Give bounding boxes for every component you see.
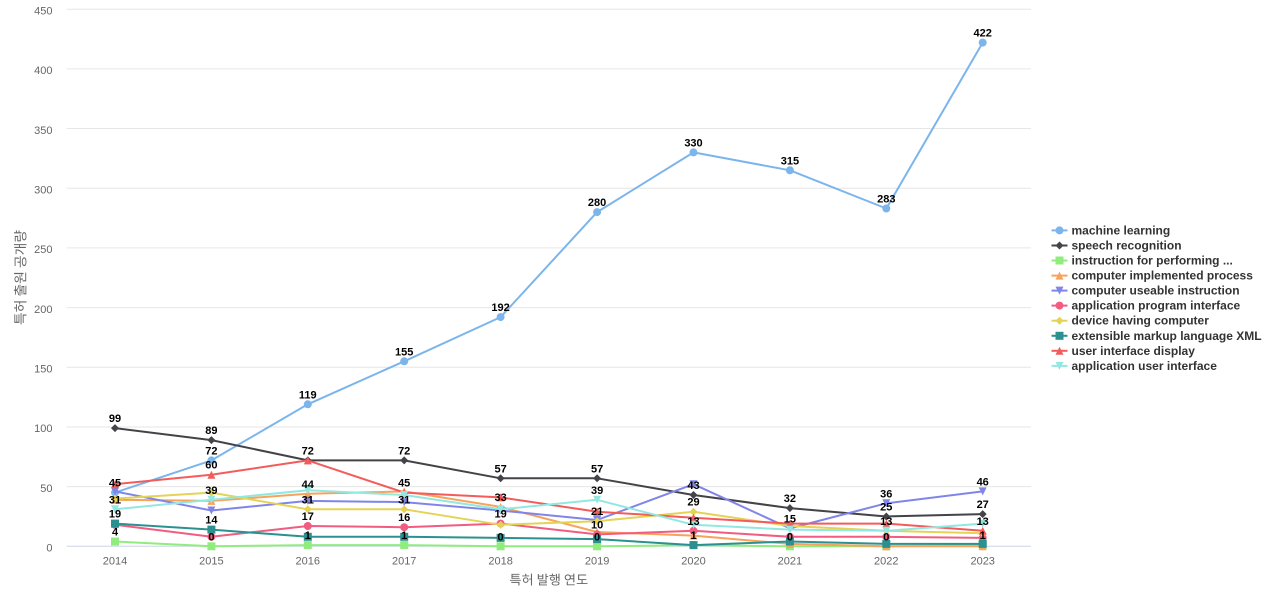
svg-text:machine learning: machine learning	[1072, 223, 1171, 237]
svg-text:13: 13	[977, 516, 989, 528]
svg-text:13: 13	[687, 516, 699, 528]
svg-text:400: 400	[34, 65, 52, 77]
svg-text:application user interface: application user interface	[1072, 359, 1218, 373]
svg-text:0: 0	[46, 543, 52, 555]
svg-text:72: 72	[205, 445, 217, 457]
svg-text:155: 155	[395, 346, 413, 358]
svg-text:44: 44	[302, 479, 315, 491]
svg-text:36: 36	[880, 488, 892, 500]
svg-text:57: 57	[494, 463, 506, 475]
svg-text:16: 16	[398, 512, 410, 524]
svg-text:315: 315	[781, 155, 799, 167]
svg-text:2019: 2019	[585, 556, 609, 568]
svg-text:422: 422	[974, 28, 992, 40]
svg-text:0: 0	[883, 531, 889, 543]
svg-text:1: 1	[305, 530, 311, 542]
svg-text:200: 200	[34, 304, 52, 316]
svg-text:31: 31	[398, 494, 410, 506]
svg-text:350: 350	[34, 125, 52, 137]
svg-text:17: 17	[302, 511, 314, 523]
svg-text:250: 250	[34, 244, 52, 256]
svg-text:60: 60	[205, 460, 217, 472]
svg-text:119: 119	[299, 389, 317, 401]
svg-text:user interface display: user interface display	[1072, 344, 1196, 358]
svg-text:100: 100	[34, 423, 52, 435]
svg-text:280: 280	[588, 197, 606, 209]
svg-text:1: 1	[980, 530, 986, 542]
svg-text:300: 300	[34, 185, 52, 197]
svg-text:72: 72	[398, 445, 410, 457]
svg-text:2014: 2014	[103, 556, 127, 568]
svg-text:330: 330	[684, 137, 702, 149]
svg-text:15: 15	[784, 513, 796, 525]
svg-text:application program interface: application program interface	[1072, 299, 1241, 313]
svg-text:45: 45	[398, 478, 410, 490]
svg-text:50: 50	[40, 483, 52, 495]
svg-text:2016: 2016	[296, 556, 320, 568]
svg-text:21: 21	[591, 506, 603, 518]
svg-text:0: 0	[208, 531, 214, 543]
svg-text:150: 150	[34, 364, 52, 376]
svg-text:computer useable instruction: computer useable instruction	[1072, 284, 1240, 298]
svg-text:46: 46	[977, 476, 989, 488]
svg-text:2023: 2023	[970, 556, 994, 568]
svg-text:39: 39	[591, 485, 603, 497]
svg-text:2021: 2021	[778, 556, 802, 568]
svg-text:2017: 2017	[392, 556, 416, 568]
svg-text:2020: 2020	[681, 556, 705, 568]
svg-text:39: 39	[205, 485, 217, 497]
svg-text:1: 1	[401, 530, 407, 542]
svg-text:0: 0	[787, 531, 793, 543]
svg-text:99: 99	[109, 413, 121, 425]
svg-text:43: 43	[687, 480, 699, 492]
svg-text:0: 0	[594, 531, 600, 543]
svg-text:13: 13	[880, 516, 892, 528]
svg-text:0: 0	[498, 531, 504, 543]
svg-text:89: 89	[205, 425, 217, 437]
svg-text:283: 283	[877, 194, 895, 206]
svg-text:1: 1	[690, 530, 696, 542]
svg-text:27: 27	[977, 499, 989, 511]
svg-text:instruction for performing ...: instruction for performing ...	[1072, 254, 1233, 268]
svg-text:19: 19	[494, 509, 506, 521]
svg-text:extensible markup language XML: extensible markup language XML	[1072, 329, 1262, 343]
svg-text:device having computer: device having computer	[1072, 314, 1210, 328]
svg-text:computer implemented process: computer implemented process	[1072, 269, 1254, 283]
svg-text:45: 45	[109, 478, 121, 490]
svg-text:192: 192	[491, 302, 509, 314]
svg-text:10: 10	[591, 519, 603, 531]
svg-text:72: 72	[302, 445, 314, 457]
svg-text:33: 33	[494, 492, 506, 504]
svg-text:31: 31	[109, 494, 121, 506]
svg-text:2018: 2018	[488, 556, 512, 568]
svg-text:450: 450	[34, 6, 52, 18]
svg-text:25: 25	[880, 502, 892, 514]
svg-text:31: 31	[302, 494, 314, 506]
svg-text:2022: 2022	[874, 556, 898, 568]
svg-text:19: 19	[109, 509, 121, 521]
svg-text:4: 4	[112, 527, 119, 539]
svg-text:14: 14	[205, 515, 218, 527]
svg-text:29: 29	[687, 497, 699, 509]
svg-text:2015: 2015	[199, 556, 223, 568]
svg-text:57: 57	[591, 463, 603, 475]
svg-text:speech recognition: speech recognition	[1072, 239, 1182, 253]
svg-text:32: 32	[784, 493, 796, 505]
